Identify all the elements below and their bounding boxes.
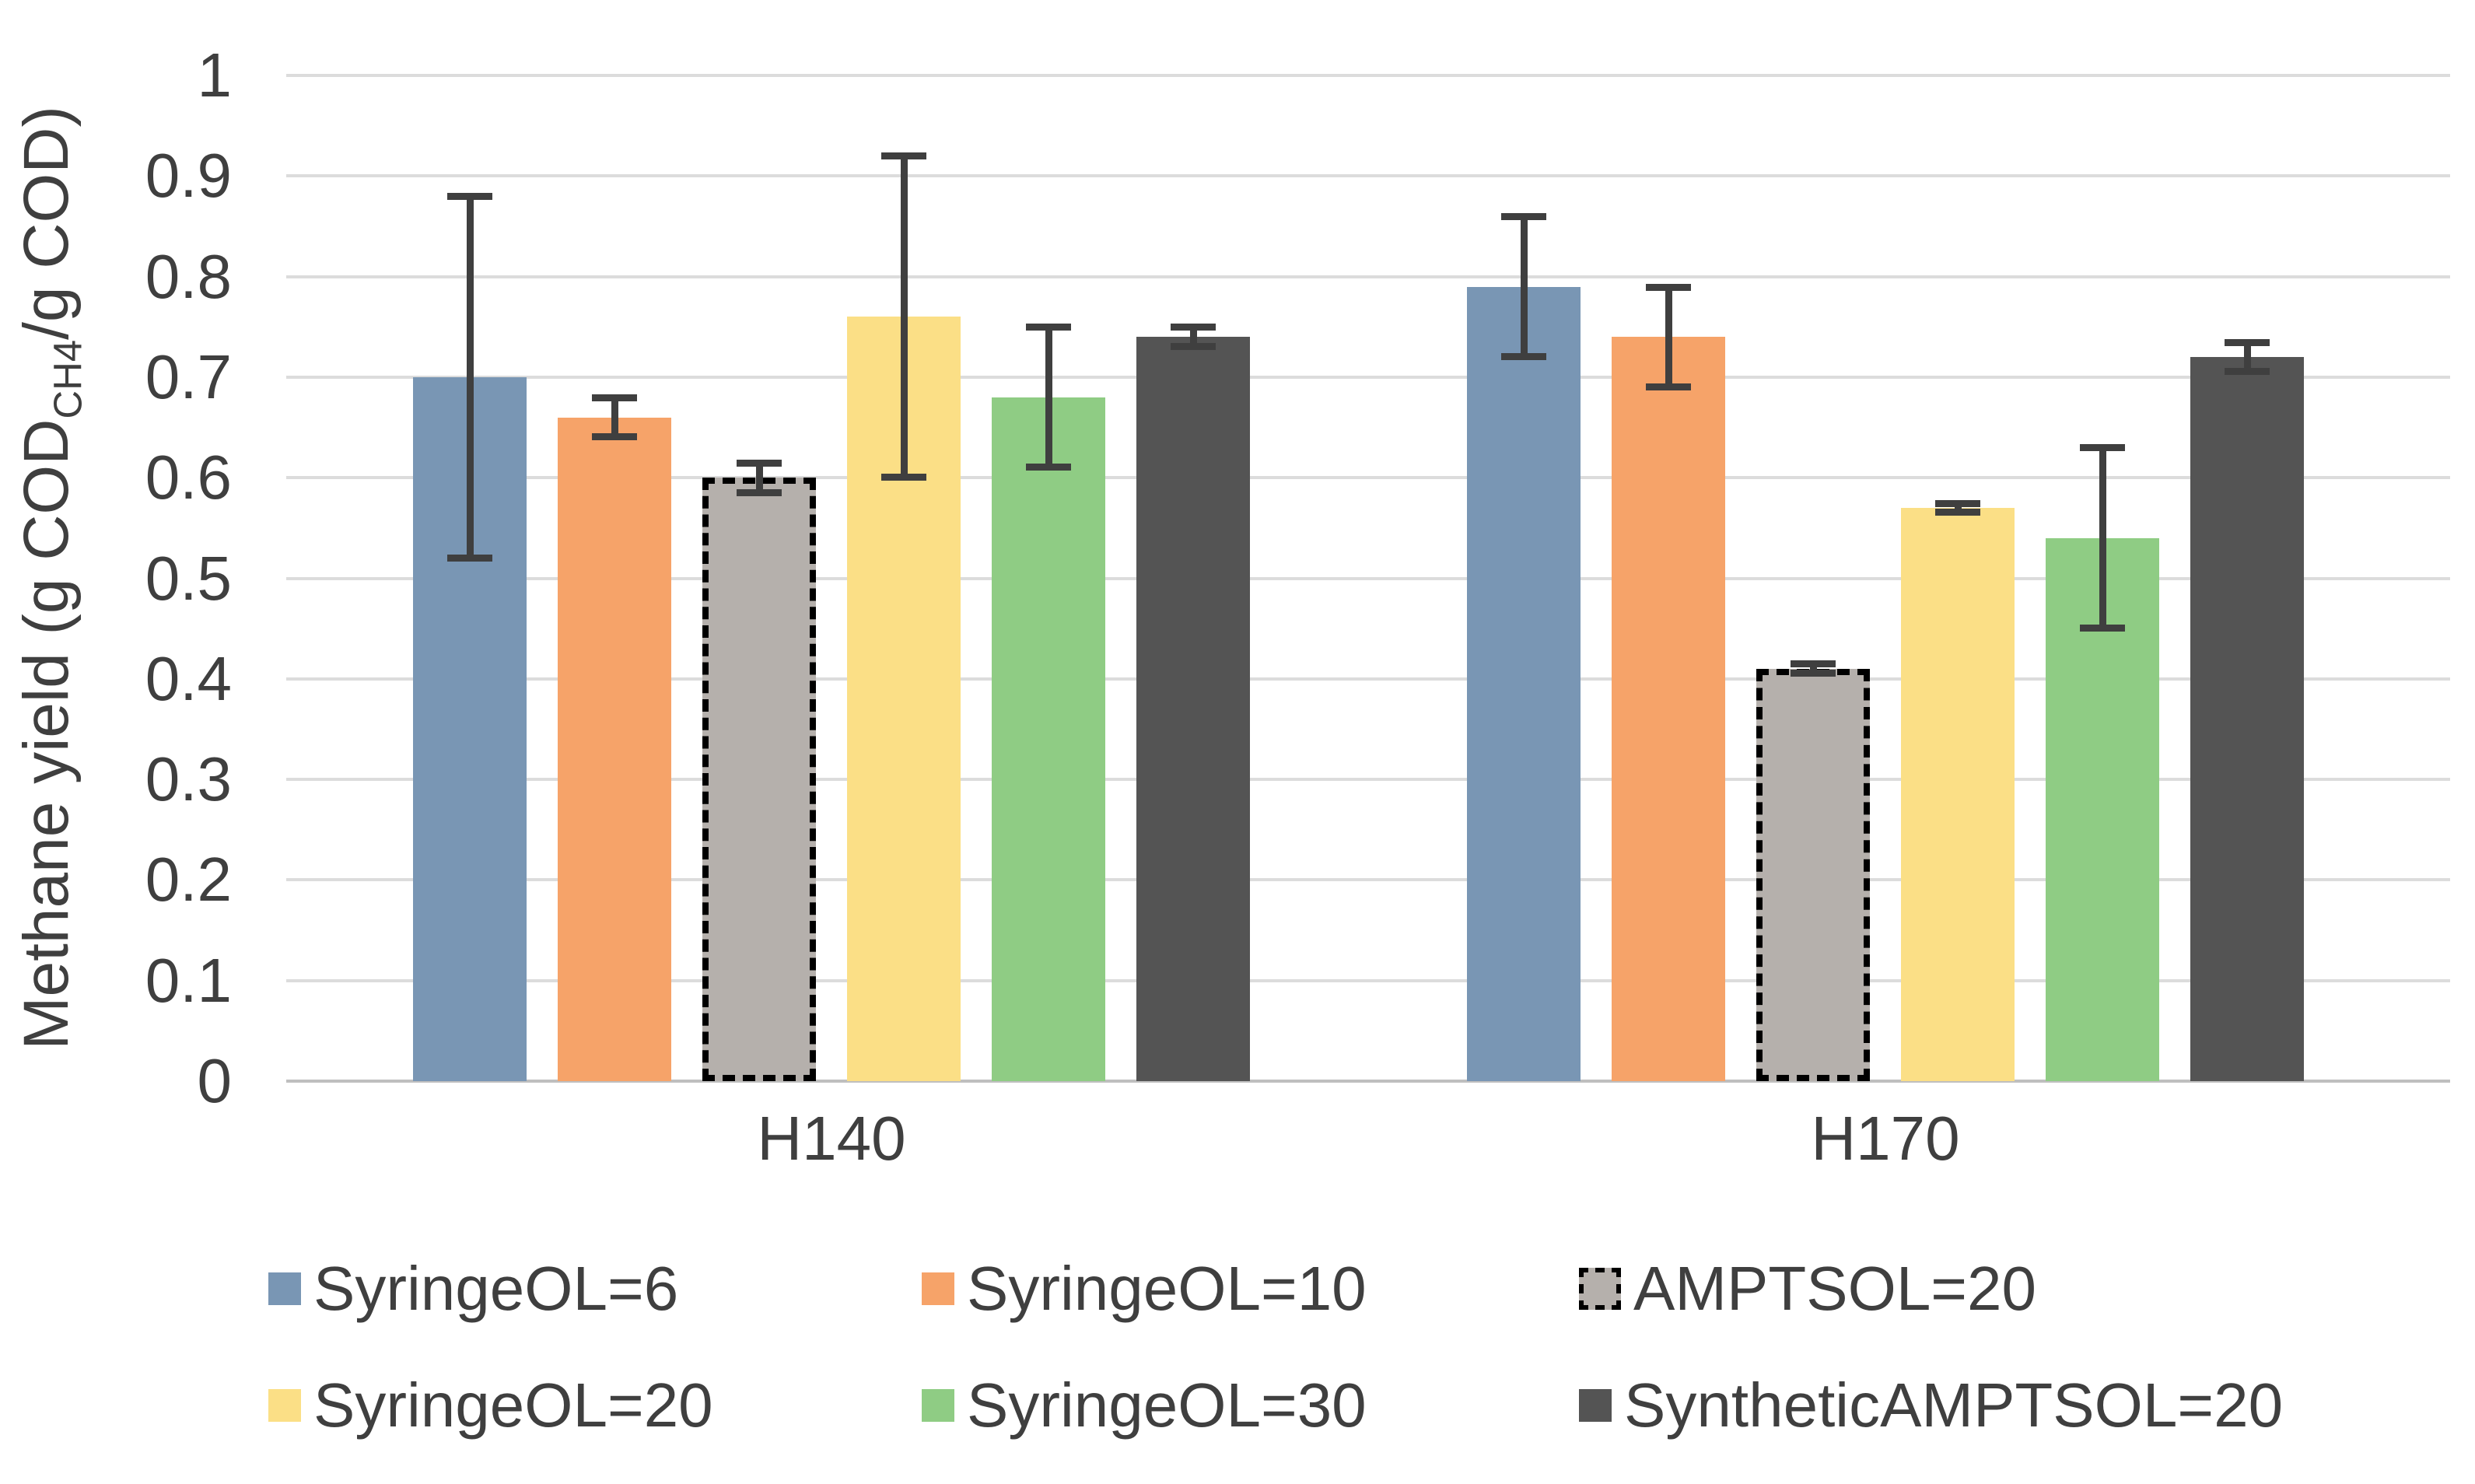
error-bar xyxy=(1665,286,1672,387)
legend-label: SyntheticAMPTSOL=20 xyxy=(1624,1370,2284,1440)
error-bar-bottom-cap xyxy=(1791,670,1836,677)
bar-syringeol-30-h140 xyxy=(992,397,1105,1081)
bar-syntheticamptsol-20-h170 xyxy=(2190,357,2304,1081)
bar-syringeol-10-h170 xyxy=(1612,337,1725,1081)
error-bar xyxy=(611,397,618,438)
error-bar-top-cap xyxy=(1171,324,1216,331)
legend-item-syringeol-20: SyringeOL=20 xyxy=(268,1370,713,1440)
error-bar-top-cap xyxy=(1501,213,1546,221)
error-bar-top-cap xyxy=(2080,444,2125,452)
legend-swatch xyxy=(268,1389,301,1422)
error-bar-top-cap xyxy=(737,459,782,467)
gridline xyxy=(286,677,2450,681)
error-bar xyxy=(1045,327,1052,468)
error-bar-bottom-cap xyxy=(737,488,782,496)
legend-label: SyringeOL=20 xyxy=(313,1370,713,1440)
error-bar-bottom-cap xyxy=(1171,343,1216,351)
gridline xyxy=(286,375,2450,379)
error-bar-top-cap xyxy=(1935,499,1980,507)
legend-item-syntheticamptsol-20: SyntheticAMPTSOL=20 xyxy=(1579,1370,2283,1440)
legend-swatch xyxy=(268,1272,301,1305)
gridline xyxy=(286,275,2450,278)
bar-syringeol-6-h170 xyxy=(1467,286,1581,1081)
x-axis-line xyxy=(286,1080,2450,1083)
gridline xyxy=(286,576,2450,580)
error-bar xyxy=(1189,327,1197,348)
y-tick-label: 0.7 xyxy=(145,341,232,411)
gridline xyxy=(286,74,2450,77)
error-bar-bottom-cap xyxy=(1501,353,1546,361)
legend-swatch xyxy=(922,1389,954,1422)
gridline xyxy=(286,476,2450,480)
legend-label: SyringeOL=10 xyxy=(967,1254,1367,1323)
error-bar-bottom-cap xyxy=(881,474,926,481)
gridline xyxy=(286,174,2450,178)
error-bar-bottom-cap xyxy=(592,433,637,441)
bar-syringeol-20-h170 xyxy=(1901,508,2015,1081)
error-bar xyxy=(755,462,763,493)
legend-swatch xyxy=(1579,1389,1612,1422)
legend-item-syringeol-10: SyringeOL=10 xyxy=(922,1254,1367,1324)
legend-label: AMPTSOL=20 xyxy=(1633,1254,2037,1323)
error-bar-top-cap xyxy=(1026,324,1071,331)
y-tick-label: 0.5 xyxy=(145,543,232,613)
error-bar-bottom-cap xyxy=(2080,625,2125,632)
bar-syringeol-10-h140 xyxy=(558,417,671,1081)
error-bar-bottom-cap xyxy=(447,554,492,562)
error-bar xyxy=(2243,341,2251,373)
y-tick-label: 0.2 xyxy=(145,845,232,915)
error-bar-top-cap xyxy=(1791,660,1836,668)
error-bar-top-cap xyxy=(592,394,637,401)
y-tick-label: 0.1 xyxy=(145,945,232,1015)
legend-swatch xyxy=(922,1272,954,1305)
error-bar-bottom-cap xyxy=(1026,464,1071,471)
error-bar-top-cap xyxy=(881,152,926,160)
error-bar-bottom-cap xyxy=(2225,368,2270,376)
error-bar xyxy=(1954,502,1962,513)
y-tick-label: 0.8 xyxy=(145,241,232,311)
legend-item-amptsol-20: AMPTSOL=20 xyxy=(1579,1254,2036,1324)
legend-label: SyringeOL=6 xyxy=(313,1254,679,1323)
bar-syntheticamptsol-20-h140 xyxy=(1136,337,1250,1081)
y-tick-label: 0 xyxy=(197,1046,233,1115)
gridline xyxy=(286,978,2450,982)
gridline xyxy=(286,778,2450,782)
error-bar xyxy=(2099,447,2106,629)
bar-amptsol-20-h170 xyxy=(1756,668,1870,1081)
gridline xyxy=(286,878,2450,882)
y-tick-label: 0.9 xyxy=(145,141,232,211)
plot-area: 0 0.1 0.2 0.3 0.4 0.5 0.6 0.7 0.8 0.9 1 H140 H170 xyxy=(145,40,2450,1173)
error-bar-top-cap xyxy=(1646,283,1691,291)
error-bar xyxy=(1520,216,1528,358)
x-category-label-h170: H170 xyxy=(1811,1104,1960,1173)
legend-label: SyringeOL=30 xyxy=(967,1370,1367,1440)
y-tick-label: 0.6 xyxy=(145,443,232,513)
x-category-label-h140: H140 xyxy=(757,1104,906,1173)
error-bar xyxy=(900,156,908,478)
error-bar-top-cap xyxy=(447,193,492,201)
y-tick-label: 1 xyxy=(197,40,233,110)
error-bar-bottom-cap xyxy=(1646,383,1691,390)
error-bar-top-cap xyxy=(2225,338,2270,346)
error-bar xyxy=(466,196,474,558)
y-tick-label: 0.3 xyxy=(145,744,232,814)
y-tick-label: 0.4 xyxy=(145,643,232,713)
error-bar-bottom-cap xyxy=(1935,509,1980,516)
error-bar xyxy=(1809,663,1817,674)
legend-swatch xyxy=(1579,1268,1621,1310)
legend-item-syringeol-6: SyringeOL=6 xyxy=(268,1254,678,1324)
legend-item-syringeol-30: SyringeOL=30 xyxy=(922,1370,1367,1440)
bar-amptsol-20-h140 xyxy=(702,478,816,1081)
